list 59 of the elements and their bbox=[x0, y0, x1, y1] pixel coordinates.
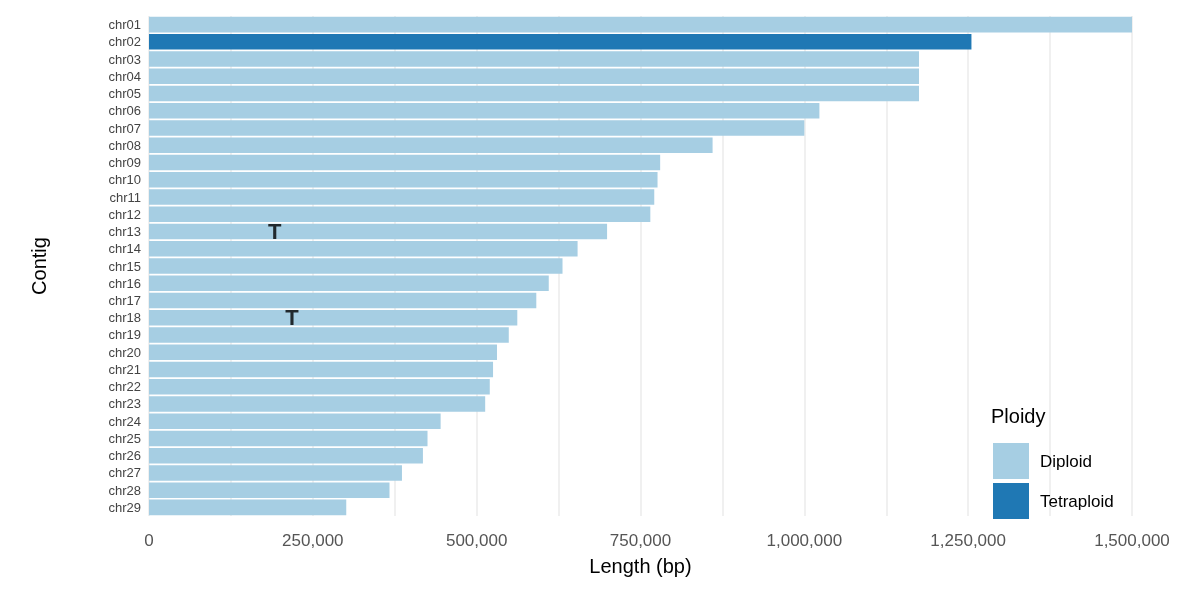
bar bbox=[149, 447, 423, 464]
bar bbox=[149, 206, 651, 223]
y-tick-label: chr23 bbox=[108, 396, 141, 412]
y-tick-label: chr26 bbox=[108, 448, 141, 464]
y-tick-label: chr05 bbox=[108, 86, 141, 102]
y-tick-label: chr01 bbox=[108, 17, 141, 33]
y-tick-label: chr15 bbox=[108, 258, 141, 274]
y-tick-label: chr17 bbox=[108, 292, 141, 308]
bar bbox=[149, 154, 661, 171]
y-tick-label: chr14 bbox=[108, 241, 141, 257]
y-tick-label: chr29 bbox=[108, 499, 141, 515]
legend-label: Tetraploid bbox=[1040, 491, 1114, 511]
x-tick-label: 1,250,000 bbox=[930, 531, 1006, 550]
bar bbox=[149, 378, 490, 395]
bar bbox=[149, 34, 972, 50]
legend-label: Diploid bbox=[1040, 451, 1092, 471]
bar bbox=[149, 68, 920, 85]
y-tick-label: chr06 bbox=[108, 103, 141, 119]
y-tick-label: chr19 bbox=[108, 327, 141, 343]
y-tick-label: chr09 bbox=[108, 155, 141, 171]
bar bbox=[149, 309, 518, 326]
y-tick-label: chr08 bbox=[108, 137, 141, 153]
y-tick-label: chr21 bbox=[108, 361, 141, 377]
y-tick-label: chr12 bbox=[108, 206, 141, 222]
y-tick-label: chr28 bbox=[108, 482, 141, 498]
y-tick-label: chr04 bbox=[108, 68, 141, 84]
bar bbox=[149, 223, 608, 240]
y-tick-label: chr16 bbox=[108, 275, 141, 291]
bar bbox=[149, 51, 920, 67]
y-tick-label: chr10 bbox=[108, 172, 141, 188]
y-tick-label: chr11 bbox=[109, 189, 141, 205]
y-axis-title: Contig bbox=[28, 237, 50, 295]
x-tick-label: 250,000 bbox=[282, 531, 344, 550]
y-tick-label: chr20 bbox=[108, 344, 141, 360]
y-tick-label: chr18 bbox=[108, 310, 141, 326]
x-tick-label: 0 bbox=[144, 531, 154, 550]
bar bbox=[149, 430, 428, 447]
x-tick-label: 1,500,000 bbox=[1094, 531, 1170, 550]
annotation: T bbox=[285, 305, 300, 331]
bar bbox=[149, 16, 1132, 33]
y-tick-label: chr13 bbox=[108, 224, 141, 240]
bar bbox=[149, 292, 537, 309]
bar bbox=[149, 137, 713, 154]
annotation: T bbox=[268, 219, 283, 245]
bar bbox=[149, 361, 494, 378]
x-axis-title: Length (bp) bbox=[589, 555, 692, 577]
y-tick-label: chr02 bbox=[108, 34, 141, 50]
x-tick-label: 500,000 bbox=[445, 531, 508, 550]
y-tick-label: chr27 bbox=[108, 465, 141, 481]
y-tick-label: chr03 bbox=[108, 51, 141, 67]
x-tick-label: 750,000 bbox=[609, 531, 672, 550]
bar bbox=[149, 499, 347, 516]
y-tick-label: chr22 bbox=[108, 379, 141, 395]
y-tick-label: chr25 bbox=[108, 430, 141, 446]
y-tick-label: chr24 bbox=[108, 413, 141, 429]
x-tick-label: 1,000,000 bbox=[766, 531, 843, 550]
bar bbox=[149, 85, 920, 102]
legend-title: Ploidy bbox=[991, 405, 1046, 427]
y-tick-label: chr07 bbox=[108, 120, 141, 136]
